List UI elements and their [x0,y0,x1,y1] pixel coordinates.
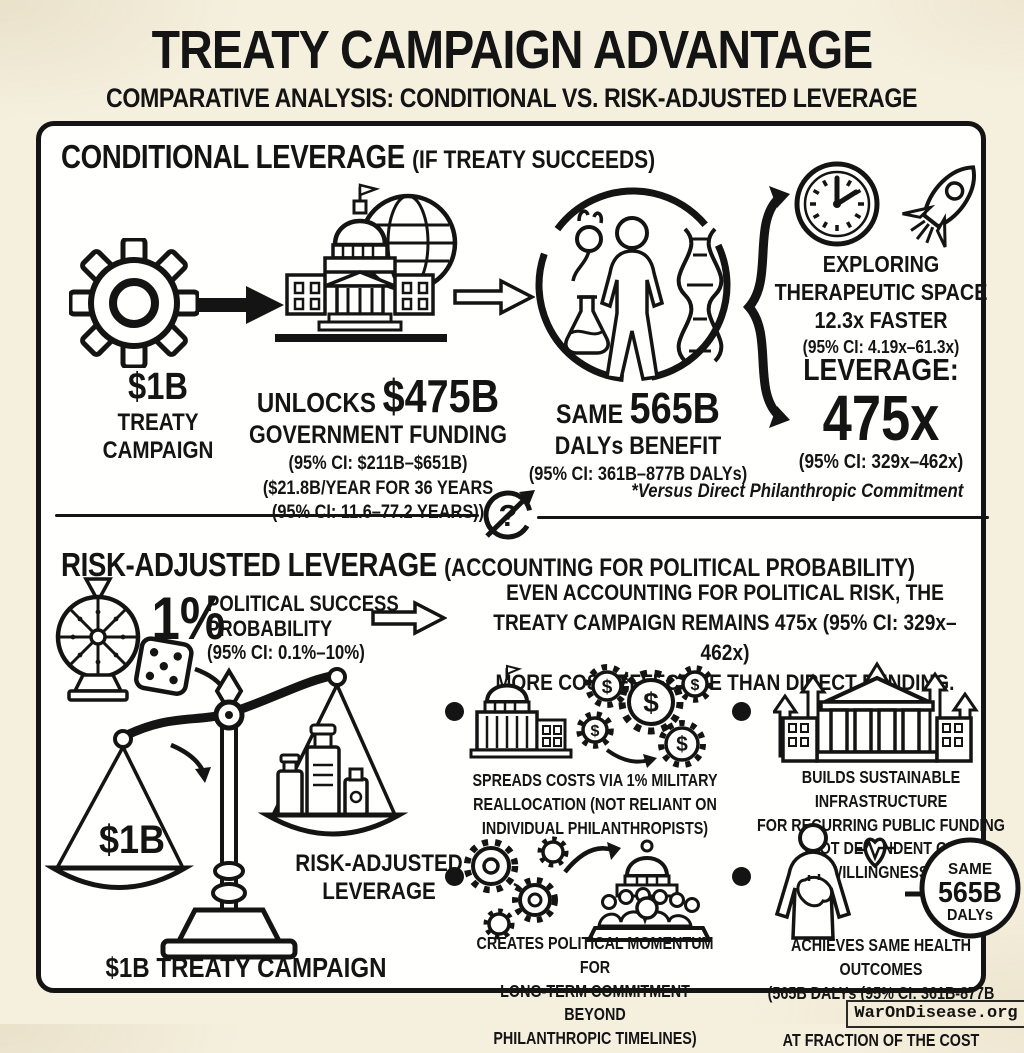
benefit-ci: (95% CI: 361B–877B DALYs) [528,464,748,485]
bullet-1-text: SPREADS COSTS VIA 1% MILITARY REALLOCATI… [472,770,718,838]
health-benefit-icon [535,187,731,383]
gears-crowd-icon [463,836,713,942]
heartbeat-icon [855,837,895,869]
benefit-block: SAME 565B DALYs BENEFIT (95% CI: 361B–87… [493,384,783,486]
dollar-gear-icon: $ [658,720,706,768]
bullet-dot [445,702,464,721]
benefit-value: 565B [629,384,720,433]
conditional-heading: CONDITIONAL LEVERAGE (IF TREATY SUCCEEDS… [61,138,768,176]
conditional-heading-text: CONDITIONAL LEVERAGE [61,138,405,175]
risk-heading: RISK-ADJUSTED LEVERAGE (ACCOUNTING FOR P… [61,546,1024,584]
arrow-right-icon [196,286,284,324]
daly-badge-line3: DALYs [947,907,993,924]
arrow-right-outline-icon [371,600,447,636]
campaign-label-block: $1B TREATY CAMPAIGN [63,366,253,465]
daly-badge-line2: 565B [938,877,1002,909]
balance-scale-icon [45,667,409,960]
gear-icon [512,877,558,923]
unlocks-ci: (95% CI: $211B–$651B) ($21.8B/YEAR FOR 3… [262,453,494,524]
svg-text:$: $ [591,723,600,740]
bank-growth-icon [773,661,979,763]
footnote: *Versus Direct Philanthropic Commitment [631,481,963,502]
page-title: TREATY CAMPAIGN ADVANTAGE [0,22,1024,79]
health-outcomes-icon: SAME 565B DALYs [774,823,1021,940]
rocket-icon [902,165,976,248]
unlocks-block: UNLOCKS $475B GOVERNMENT FUNDING (95% CI… [185,369,571,526]
page-subtitle: COMPARATIVE ANALYSIS: CONDITIONAL VS. RI… [0,83,1024,114]
dice-icon [134,636,194,696]
scale-right-label: RISK-ADJUSTED LEVERAGE [295,850,463,906]
svg-text:$: $ [676,733,688,756]
bullet-3-text: CREATES POLITICAL MOMENTUM FOR LONG-TERM… [476,933,714,1049]
leverage-block: LEVERAGE: 475x (95% CI: 329x–462x) [740,352,1022,474]
arrow-right-outline-icon [453,278,535,316]
bullet-4-text: ACHIEVES SAME HEALTH OUTCOMES (565B DALY… [767,935,995,1051]
gear-icon [537,836,569,868]
weights-icon [276,723,369,817]
unlocks-prefix: UNLOCKS [256,387,383,418]
conditional-heading-note: (IF TREATY SUCCEEDS) [412,146,656,174]
scale-left-pan-value: $1B [98,818,166,862]
capitol-gears-icon: $ $ $ $ $ [469,664,713,768]
bullet-dot [732,702,751,721]
main-panel: CONDITIONAL LEVERAGE (IF TREATY SUCCEEDS… [36,121,1021,1050]
anatomical-heart-icon [796,874,834,908]
probability-icons [55,577,233,703]
svg-text:$: $ [602,677,613,698]
dollar-gear-icon: $ [618,669,684,735]
probability-value: 1% [151,585,226,652]
fortune-wheel-icon [55,577,141,702]
dollar-gear-icon: $ [585,664,629,708]
speed-lines: EXPLORING THERAPEUTIC SPACE 12.3x FASTER [774,251,988,334]
bullet-dot [732,867,751,886]
benefit-title: DALYs BENEFIT [554,432,722,460]
leverage-ci: (95% CI: 329x–462x) [798,450,964,473]
bullet-1: SPREADS COSTS VIA 1% MILITARY REALLOCATI… [445,769,745,840]
clock-rocket-icons [794,161,976,248]
dollar-gear-icon: $ [676,665,713,703]
campaign-value: $1B [128,366,188,408]
campaign-label: TREATY CAMPAIGN [102,409,214,464]
bullet-4: ACHIEVES SAME HEALTH OUTCOMES (565B DALY… [727,934,1024,1053]
brace-split-icon [742,186,790,428]
watermark-text: WarOnDisease.org [854,1004,1018,1023]
probability-ci: (95% CI: 0.1%–10%) [207,642,365,664]
gear-icon [463,838,519,894]
dollar-gear-icon: $ [576,711,614,749]
page-subtitle-text: COMPARATIVE ANALYSIS: CONDITIONAL VS. RI… [106,83,918,113]
probability-label: POLITICAL SUCCESS PROBABILITY [207,591,399,641]
leverage-label: LEVERAGE: [803,352,959,387]
divider-line-right [537,516,989,519]
speed-block: EXPLORING THERAPEUTIC SPACE 12.3x FASTER… [740,250,1022,358]
capitol-globe-icon [275,183,458,342]
page-title-text: TREATY CAMPAIGN ADVANTAGE [151,20,874,80]
benefit-prefix: SAME [555,399,630,429]
leverage-value: 475x [822,382,940,454]
risk-heading-note: (ACCOUNTING FOR POLITICAL PROBABILITY) [444,554,916,582]
bullet-3: CREATES POLITICAL MOMENTUM FOR LONG-TERM… [445,932,745,1051]
unlocks-value: $475B [382,370,500,422]
speed-ci: (95% CI: 4.19x–61.3x) [802,337,960,358]
svg-text:$: $ [643,687,659,718]
gear-icon [69,238,199,368]
question-circle-icon: ? [483,490,535,540]
bullet-dot [445,867,464,886]
gear-icon [483,908,515,940]
scale-caption: $1B TREATY CAMPAIGN [105,952,387,983]
daly-badge-line1: SAME [948,861,992,878]
unlocks-title: GOVERNMENT FUNDING [249,421,507,449]
clock-icon [794,161,880,247]
svg-text:$: $ [691,677,700,694]
divider-line-left [55,514,479,517]
risk-heading-text: RISK-ADJUSTED LEVERAGE [61,546,437,583]
